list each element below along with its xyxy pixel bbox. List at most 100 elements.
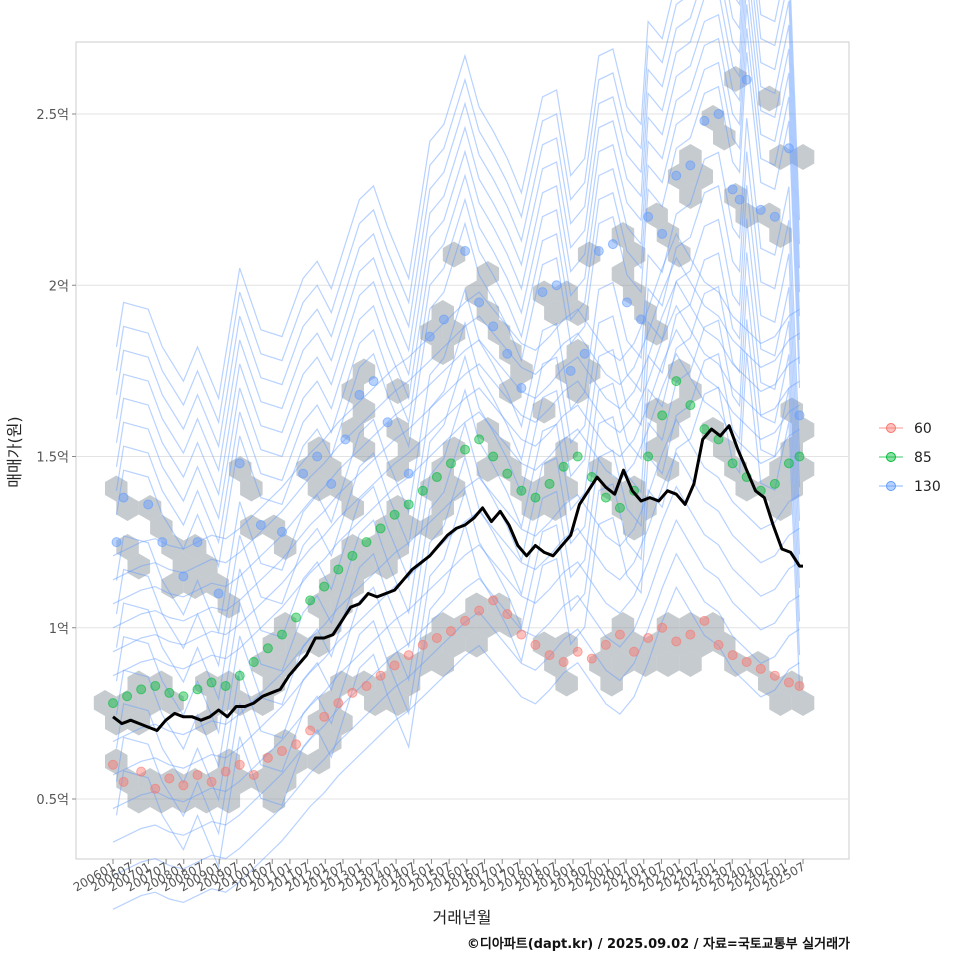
hexbin — [318, 573, 342, 599]
hexbin — [251, 690, 274, 716]
hexbin — [656, 456, 680, 482]
point-85 — [234, 670, 245, 681]
hexbin — [487, 319, 511, 346]
point-85 — [347, 550, 358, 561]
point-130 — [368, 376, 379, 387]
hexbin — [589, 456, 612, 482]
point-60 — [291, 739, 302, 750]
legend-key-130 — [886, 481, 896, 491]
point-60 — [629, 646, 640, 657]
point-85 — [361, 537, 372, 548]
hexbin — [195, 553, 218, 580]
contour-line — [112, 304, 800, 629]
point-60 — [741, 657, 752, 667]
point-60 — [118, 776, 129, 787]
point-60 — [389, 660, 400, 671]
contour-line — [112, 280, 800, 605]
point-60 — [657, 622, 668, 633]
point-60 — [403, 650, 414, 661]
hexbin — [667, 358, 691, 385]
point-85 — [685, 400, 696, 411]
hexbin — [555, 670, 578, 697]
hexbin — [318, 690, 342, 716]
hexbin — [127, 670, 151, 697]
contour-line — [115, 185, 801, 702]
hexbin — [150, 514, 173, 541]
hexbin — [195, 670, 218, 697]
point-60 — [558, 657, 569, 667]
hexbin — [577, 241, 601, 268]
point-130 — [657, 228, 668, 239]
point-85 — [108, 698, 118, 709]
hexbin — [667, 397, 691, 424]
y-tick-label: 0.5억 — [36, 793, 69, 808]
point-130 — [312, 451, 323, 462]
contour-line — [115, 353, 801, 869]
hexbin — [138, 690, 162, 716]
hexbin — [589, 651, 612, 677]
point-60 — [347, 687, 358, 698]
point-130 — [178, 571, 189, 582]
hexbin — [228, 456, 252, 482]
hexbin — [465, 631, 488, 658]
hexbin — [758, 670, 781, 697]
hexbin — [341, 378, 364, 404]
hexbin — [442, 436, 466, 463]
x-axis-title: 거래년월 — [433, 908, 492, 927]
point-130 — [488, 321, 499, 332]
hexbin — [645, 397, 668, 424]
hexbin — [544, 495, 567, 521]
hexbin — [758, 202, 781, 229]
point-130 — [118, 492, 129, 503]
point-85 — [530, 492, 541, 503]
trend-line-layer — [112, 424, 803, 732]
hexbin — [791, 417, 815, 443]
hexbin — [611, 612, 635, 638]
hexbin — [206, 768, 229, 794]
hexbin — [431, 612, 454, 638]
point-60 — [445, 626, 456, 637]
point-130 — [516, 383, 527, 393]
point-85 — [614, 502, 625, 513]
hexbin — [611, 222, 635, 248]
hexbin — [431, 495, 454, 521]
hexbin — [386, 534, 409, 560]
point-85 — [544, 478, 555, 489]
point-130 — [551, 280, 562, 291]
point-130 — [741, 74, 752, 85]
hexbin — [780, 436, 803, 463]
contour-line — [112, 418, 800, 743]
hexbin — [611, 495, 635, 521]
point-60 — [136, 766, 147, 777]
point-60 — [783, 677, 794, 688]
hexbin — [431, 456, 454, 482]
contour-line — [115, 151, 801, 668]
contour-line — [112, 352, 800, 677]
hexbin — [172, 553, 196, 580]
hexbin — [634, 651, 657, 677]
hexbin — [161, 573, 184, 599]
point-60 — [178, 780, 189, 791]
point-60 — [713, 639, 724, 650]
hexbin — [780, 397, 803, 424]
point-85 — [671, 376, 682, 387]
contour-line — [115, 218, 801, 735]
hexbin — [769, 495, 792, 521]
hexbin — [341, 534, 364, 560]
point-130 — [474, 297, 485, 308]
hexbin — [544, 651, 567, 677]
hexbin — [352, 553, 376, 580]
point-130 — [192, 537, 203, 548]
hexbin — [476, 456, 500, 482]
point-130 — [403, 468, 414, 479]
hexbin — [791, 456, 815, 482]
point-130 — [213, 588, 224, 599]
point-85 — [474, 434, 485, 445]
point-130 — [621, 297, 632, 308]
hexbin — [510, 358, 533, 385]
point-60 — [586, 653, 597, 664]
hexbin — [656, 651, 680, 677]
hexbin — [442, 631, 466, 658]
y-tick-label: 1억 — [49, 622, 69, 637]
